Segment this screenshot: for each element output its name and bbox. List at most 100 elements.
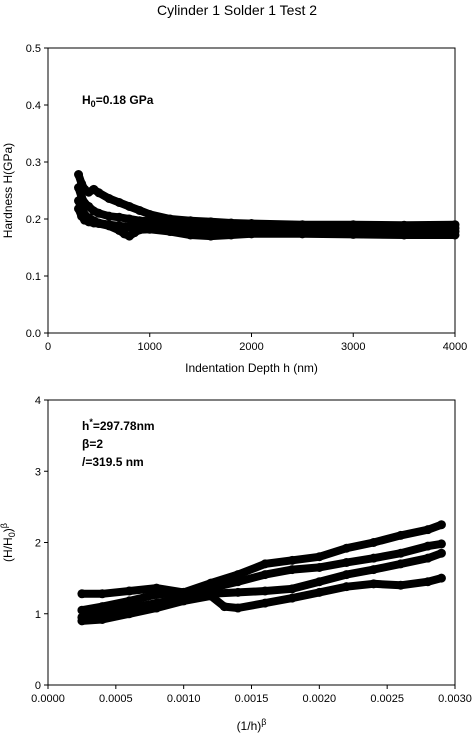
- data-point: [341, 557, 351, 567]
- data-point: [450, 230, 460, 240]
- data-point: [436, 520, 446, 530]
- data-point: [135, 225, 145, 235]
- x-tick-label: 0.0030: [438, 693, 472, 705]
- data-point: [152, 603, 162, 613]
- data-point: [423, 553, 433, 563]
- x-tick-label: 0.0000: [31, 693, 65, 705]
- plot-frame: [47, 399, 456, 686]
- data-point: [341, 582, 351, 592]
- x-tick-label: 0.0025: [370, 693, 404, 705]
- data-point: [179, 596, 189, 606]
- data-point: [114, 212, 124, 222]
- data-point: [124, 214, 134, 224]
- x-tick-label: 0.0010: [167, 693, 201, 705]
- data-point: [219, 602, 229, 612]
- data-point: [399, 230, 409, 240]
- chart2-series-2: [77, 539, 446, 599]
- normalized-hardness-chart: 0.0000 0.0005 0.0010 0.0015 0.0020 0.0025 0.00…: [0, 395, 472, 733]
- data-point: [135, 205, 145, 215]
- data-point: [94, 208, 104, 218]
- x-tick-label: 3000: [341, 341, 365, 353]
- annotation: β=2: [82, 437, 103, 451]
- data-point: [185, 230, 195, 240]
- data-point: [206, 591, 216, 601]
- data-point: [260, 586, 270, 596]
- x-axis-label: (1/h)β: [237, 717, 267, 733]
- data-point: [436, 539, 446, 549]
- data-point: [314, 552, 324, 562]
- data-point: [423, 541, 433, 551]
- data-point: [436, 573, 446, 583]
- annotation: h*=297.78nm: [82, 417, 155, 433]
- data-point: [396, 548, 406, 558]
- data-point: [287, 555, 297, 565]
- data-point: [124, 201, 134, 211]
- y-tick-label: 0.5: [26, 43, 41, 55]
- data-point: [341, 543, 351, 553]
- data-point: [369, 538, 379, 547]
- data-point: [165, 227, 175, 237]
- y-tick-label: 0: [35, 680, 41, 692]
- data-point: [97, 602, 107, 612]
- x-tick-label: 0.0015: [235, 693, 269, 705]
- data-point: [369, 553, 379, 563]
- data-point: [260, 570, 270, 580]
- annotation: /=319.5 nm: [82, 455, 144, 469]
- data-point: [104, 211, 114, 221]
- data-point: [423, 525, 433, 535]
- y-tick-label: 0.2: [26, 214, 41, 226]
- data-point: [94, 188, 104, 198]
- data-point: [287, 593, 297, 603]
- data-point: [77, 616, 87, 626]
- data-point: [396, 559, 406, 569]
- data-point: [152, 583, 162, 593]
- y-tick-label: 0.3: [26, 157, 41, 169]
- data-point: [206, 231, 216, 241]
- x-axis-label: Indentation Depth h (nm): [185, 361, 318, 375]
- y-tick-label: 1: [35, 609, 41, 621]
- data-point: [233, 570, 243, 580]
- data-point: [287, 565, 297, 575]
- data-point: [74, 183, 84, 193]
- plot-frame: [47, 47, 456, 334]
- data-point: [297, 229, 307, 239]
- series-band: [77, 574, 446, 625]
- data-point: [423, 577, 433, 587]
- data-point: [74, 170, 84, 180]
- data-point: [396, 580, 406, 590]
- data-point: [287, 584, 297, 594]
- y-tick-label: 2: [35, 538, 41, 550]
- data-point: [74, 196, 84, 206]
- data-point: [145, 209, 155, 219]
- data-point: [247, 229, 256, 239]
- data-point: [233, 577, 243, 587]
- data-point: [124, 586, 134, 596]
- data-point: [369, 565, 379, 575]
- y-tick-label: 3: [35, 466, 41, 478]
- data-point: [97, 614, 107, 624]
- x-tick-label: 1000: [138, 341, 162, 353]
- hardness-chart: 0 1000 2000 3000 4000 0.0 0.1 0.2 0.3 0.4 0.5 Inden…: [1, 43, 467, 375]
- data-point: [97, 589, 107, 599]
- chart1-series-4: [74, 204, 460, 241]
- data-point: [226, 230, 236, 240]
- data-point: [135, 216, 145, 226]
- data-point: [77, 605, 87, 615]
- data-point: [145, 224, 155, 234]
- data-point: [74, 204, 84, 214]
- data-point: [314, 587, 324, 597]
- x-tick-label: 0.0020: [303, 693, 337, 705]
- data-point: [260, 559, 270, 569]
- x-tick-label: 0: [45, 341, 51, 353]
- y-tick-label: 0.0: [26, 328, 41, 340]
- data-point: [104, 193, 114, 203]
- figure-title: Cylinder 1 Solder 1 Test 2: [156, 2, 318, 18]
- x-tick-label: 4000: [443, 341, 467, 353]
- data-point: [396, 530, 406, 540]
- y-axis-label: (H/H0)β: [0, 523, 17, 562]
- data-point: [314, 577, 324, 587]
- annotation: H0=0.18 GPa: [82, 93, 154, 109]
- y-axis-label: Hardness H(GPa): [1, 143, 15, 238]
- data-point: [341, 570, 351, 580]
